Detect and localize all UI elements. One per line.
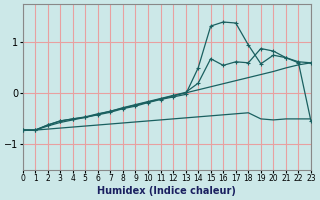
X-axis label: Humidex (Indice chaleur): Humidex (Indice chaleur) [97,186,236,196]
